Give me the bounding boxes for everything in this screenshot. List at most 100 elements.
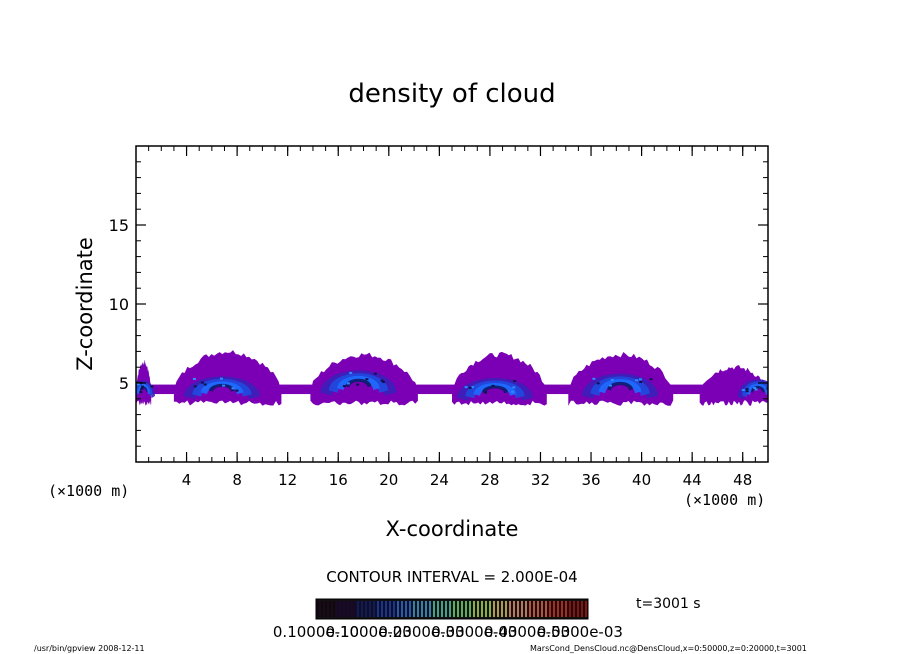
colorbar	[316, 599, 589, 619]
cloud-speckle	[484, 391, 488, 394]
y-tick-label: 10	[109, 295, 129, 314]
cloud-speckle	[373, 372, 377, 375]
cloud-speckle	[382, 380, 386, 383]
cloud-speckle	[356, 383, 360, 386]
cloud-core-level	[607, 381, 634, 391]
colorbar-label: 0.4000e-03	[484, 623, 570, 641]
footer-source: MarsCond_DensCloud.nc@DensCloud,x=0:5000…	[530, 644, 807, 653]
cloud-speckle	[219, 377, 223, 380]
colorbar-label: 0.1000e-03	[326, 623, 412, 641]
axis-ticks	[136, 146, 768, 462]
x-tick-label: 20	[379, 471, 398, 489]
cloud-speckle	[511, 390, 515, 393]
cloud-speckle	[491, 384, 495, 387]
cloud-core-level	[590, 376, 650, 397]
cloud-speckle	[380, 379, 384, 382]
cloud-speckle	[464, 386, 468, 389]
cloud-speckle	[608, 384, 612, 387]
cloud-speckle	[754, 388, 758, 391]
cloud-speckle	[231, 387, 235, 390]
cloud-core-level	[209, 383, 235, 392]
cloud-core-level	[457, 377, 533, 401]
cloud-band	[136, 384, 768, 395]
cloud-speckle	[200, 381, 204, 384]
cloud-core-level	[200, 381, 244, 395]
cloud-speckle	[346, 382, 350, 385]
cloud-speckle	[635, 379, 639, 382]
cloud-speckle	[513, 379, 517, 382]
cloud-speckle	[512, 386, 516, 389]
cloud-core-level	[137, 384, 150, 395]
x-tick-label: 48	[733, 471, 752, 489]
x-tick-label: 32	[531, 471, 550, 489]
y-tick-label: 5	[119, 374, 129, 393]
cloud-speckle	[639, 381, 643, 384]
cloud-speckle	[638, 378, 642, 381]
cloud-core-level	[328, 373, 389, 393]
y-axis-title: Z-coordinate	[73, 237, 97, 371]
cloud-speckle	[770, 389, 773, 391]
cloud-speckle	[766, 387, 768, 390]
chart-title: density of cloud	[348, 79, 555, 109]
cloud-speckle	[771, 385, 774, 387]
cloud-speckle	[365, 378, 369, 381]
cloud-speckle	[150, 385, 154, 388]
colorbar-label: 0.3000e-03	[431, 623, 517, 641]
cloud-speckle	[649, 378, 653, 381]
cloud-core-level	[746, 383, 768, 395]
cloud-speckle	[222, 384, 226, 387]
x-tick-label: 28	[480, 471, 499, 489]
x-tick-label: 16	[329, 471, 348, 489]
cloud-speckle	[741, 389, 745, 392]
cloud-speckle	[596, 382, 600, 385]
cloud-core-level	[473, 382, 517, 396]
cloud-core-level	[482, 385, 508, 394]
cloud-cell	[699, 365, 768, 406]
colorbar-labels: 0.1000e-100.1000e-030.2000e-030.3000e-03…	[273, 623, 623, 641]
cloud-speckle	[753, 387, 757, 390]
cloud-field	[136, 350, 774, 406]
cloud-speckle	[342, 385, 346, 388]
plot-frame	[135, 145, 769, 463]
colorbar-label: 0.2000e-03	[378, 623, 464, 641]
cloud-speckle	[136, 383, 140, 386]
cloud-core-level	[337, 375, 380, 391]
x-tick-label: 4	[182, 471, 192, 489]
x-tick-label: 8	[232, 471, 242, 489]
y-tick-labels: 5 10 15	[109, 216, 129, 393]
colorbar-frame	[315, 598, 589, 620]
cloud-speckle	[349, 371, 353, 374]
y-tick-label: 15	[109, 216, 129, 235]
cloud-speckle	[592, 377, 596, 380]
contour-interval-label: CONTOUR INTERVAL = 2.000E-04	[326, 568, 577, 586]
cloud-speckle	[203, 383, 207, 386]
cloud-speckle	[745, 388, 749, 391]
cloud-speckle	[235, 389, 239, 392]
x-unit-label-left: (×1000 m)	[48, 482, 129, 500]
cloud-speckle	[470, 386, 474, 389]
cloud-core-level	[345, 378, 372, 388]
x-tick-label: 24	[430, 471, 449, 489]
time-label: t=3001 s	[636, 596, 701, 612]
colorbar-label: 0.1000e-10	[273, 623, 359, 641]
x-tick-label: 36	[581, 471, 600, 489]
cloud-core-level	[465, 380, 525, 399]
cloud-speckle	[139, 391, 143, 394]
cloud-speckle	[745, 390, 749, 393]
cloud-speckle	[193, 385, 197, 388]
cloud-speckle	[141, 385, 145, 388]
footer-program: /usr/bin/gpview 2008-12-11	[34, 644, 145, 653]
cloud-core-level	[598, 379, 642, 394]
colorbar-label: 0.5000e-03	[537, 623, 623, 641]
cloud-speckle	[192, 378, 196, 381]
cloud-speckle	[468, 386, 472, 389]
x-tick-label: 40	[632, 471, 651, 489]
cloud-core-level	[192, 378, 252, 397]
cloud-speckle	[610, 378, 614, 381]
x-tick-labels: 4 8 12 16 20 24 28 32 36 40 44 48	[182, 471, 752, 489]
x-tick-label: 44	[683, 471, 702, 489]
cloud-speckle	[140, 387, 144, 390]
cloud-core-level	[320, 370, 397, 396]
